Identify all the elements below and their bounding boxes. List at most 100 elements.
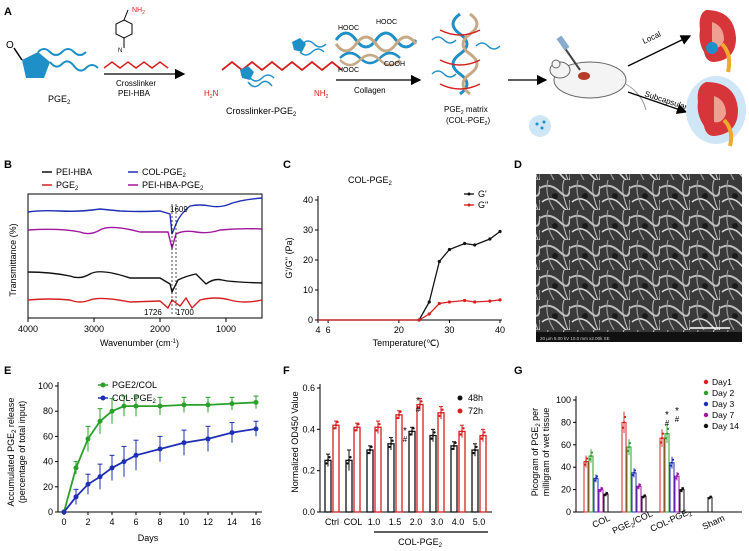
replicate-dot: [334, 424, 338, 427]
replicate-dot: [483, 431, 486, 434]
replicate-dot: [441, 408, 444, 411]
replicate-dot: [584, 460, 588, 463]
xtick-label: 4.0: [452, 517, 465, 527]
ftir-xticks: 4000 3000 2000 1000: [18, 318, 236, 334]
ytick-label: 0.2: [302, 466, 315, 476]
ketone-o-label: O: [6, 40, 14, 51]
tissue-ylabel-2: milligram of wet tissue: [541, 408, 551, 497]
arrow-subcapsular: [627, 91, 688, 114]
legend-pei-hba: PEI-HBA: [56, 167, 92, 177]
sig-star-day1: *: [665, 410, 669, 421]
ytick-label: 10: [303, 285, 313, 295]
ytick-label: 0: [48, 507, 53, 517]
replicate-dot: [433, 431, 436, 434]
xtick-label: 2.0: [410, 517, 423, 527]
data-point: [73, 465, 79, 471]
replicate-dot: [593, 479, 597, 482]
replicate-dot: [349, 456, 352, 459]
legend-dot: [703, 390, 709, 396]
replicate-dot: [325, 462, 328, 465]
series-line: [63, 401, 257, 513]
tissue-ylabel-1: Picogram of PGE2 per: [530, 408, 542, 496]
panel-g-letter: G: [514, 365, 523, 377]
data-point: [473, 243, 477, 247]
data-point: [181, 402, 187, 408]
replicate-dot: [388, 445, 391, 449]
replicate-dot: [674, 477, 678, 480]
data-point: [253, 426, 259, 432]
bar: [408, 430, 416, 513]
replicate-dot: [357, 422, 360, 426]
replicate-dot: [430, 437, 433, 440]
replicate-dot: [391, 439, 394, 442]
legend-col-pge2-e: COL-PGE2: [112, 393, 157, 405]
replicate-dot: [583, 463, 587, 466]
replicate-dot: [665, 432, 669, 435]
sig-hash-day2: #: [675, 415, 680, 424]
release-ylabel-2: (percentage of total input): [17, 401, 27, 504]
sig-star-day2: *: [675, 406, 679, 417]
xtick-label: 14: [227, 517, 237, 527]
replicate-dot: [661, 432, 665, 435]
ytick-label: 0.4: [302, 424, 315, 434]
ytick-label: 20: [303, 255, 313, 265]
replicate-dot: [605, 491, 609, 495]
rheology-yticks: 0 10 20 30 40: [303, 195, 318, 325]
replicate-dot: [399, 410, 402, 413]
replicate-dot: [397, 413, 401, 417]
data-point: [498, 298, 502, 302]
pge2-molecule: O PGE2: [6, 40, 99, 106]
replicate-dot: [475, 445, 478, 449]
replicate-dot: [481, 434, 485, 437]
bar: [416, 403, 424, 513]
legend-dot: [703, 379, 709, 385]
xtick-label: 3.0: [431, 517, 444, 527]
data-point: [437, 259, 441, 264]
sig-star-48h: *: [403, 426, 407, 437]
replicate-dot: [354, 429, 357, 432]
replicate-dot: [588, 458, 592, 461]
xtick-label: 12: [203, 517, 213, 527]
h2n-label: H2N: [204, 89, 219, 100]
legend-label: Day 3: [712, 399, 734, 409]
series-line: [63, 427, 257, 513]
replicate-dot: [626, 449, 630, 453]
nh2-right-label: NH2: [314, 89, 329, 100]
release-yticks: 0 20 40 60 80 100: [38, 381, 58, 517]
panel-e: E PGE2/COL COL-PGE2 Accumulated PGE2 rel…: [4, 365, 262, 543]
bar: [324, 459, 332, 513]
kidney-local: [699, 10, 736, 73]
subcapsular-label: Subcapsular: [643, 89, 688, 111]
legend-label: Day 2: [712, 388, 734, 398]
replicate-dot: [346, 462, 349, 465]
ytick-label: 40: [43, 457, 53, 467]
legend-pge2-col: PGE2/COL: [112, 380, 157, 390]
data-point: [73, 494, 79, 500]
cooh-label: COOH: [384, 61, 405, 68]
replicate-dot: [480, 437, 483, 440]
data-point: [133, 452, 139, 458]
arrow1-label-1: Crosslinker: [116, 79, 156, 88]
ytick-label: 0.0: [302, 507, 315, 517]
rheology-ylabel: G'/G'' (Pa): [284, 237, 294, 278]
replicate-dot: [438, 414, 441, 418]
ftir-xtick: 3000: [84, 324, 104, 334]
rheology-series: [318, 229, 502, 322]
data-point: [229, 430, 235, 436]
data-point: [109, 465, 115, 471]
bar: [429, 434, 437, 513]
local-label: Local: [641, 29, 662, 45]
od450-xticks: Ctrl COL 1.0 1.5 2.0 3.0 4.0 5.0: [325, 517, 485, 527]
data-point: [473, 300, 477, 304]
bar: [387, 443, 395, 513]
panel-a-letter: A: [4, 6, 12, 18]
bar: [707, 496, 713, 513]
replicate-dot: [459, 433, 462, 436]
hooc-1: HOOC: [338, 25, 359, 32]
data-point: [427, 300, 431, 304]
sig-hash-day1: #: [665, 419, 670, 428]
collagen-reagent: HOOC HOOC HOOC COOH Collagen: [334, 19, 422, 95]
panel-a: A O PGE2 N NH2 Crosslinker PEI-HBA: [4, 6, 746, 147]
replicate-dot: [622, 421, 626, 424]
replicate-dot: [660, 436, 664, 440]
